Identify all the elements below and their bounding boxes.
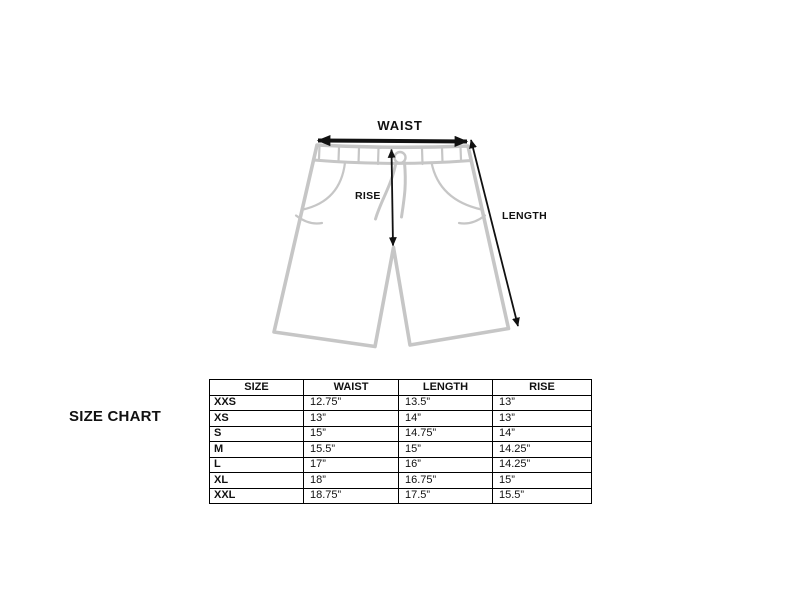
cell-length: 14.75” (398, 425, 493, 442)
pocket-left-seam (294, 214, 324, 225)
cell-size: XS (209, 410, 304, 427)
cell-length: 17.5” (398, 487, 493, 504)
table-header-row: SIZE WAIST LENGTH RISE (209, 379, 592, 396)
col-header-length: LENGTH (398, 379, 493, 396)
drawstring-right-cord (400, 161, 407, 219)
cell-waist: 18” (303, 472, 399, 489)
size-chart-title: SIZE CHART (69, 408, 161, 425)
table-row-l: L 17” 16” 14.25” (209, 456, 592, 473)
pocket-right-seam (457, 214, 487, 225)
cell-rise: 14” (492, 425, 592, 442)
cell-rise: 15” (492, 472, 592, 489)
cell-size: XXL (209, 487, 304, 504)
cell-size: XXS (209, 394, 304, 411)
cell-size: XL (209, 472, 304, 489)
shorts-illustration (272, 134, 520, 349)
col-header-waist: WAIST (303, 379, 399, 396)
table-row-xl: XL 18” 16.75” 15” (209, 472, 592, 489)
rise-label: RISE (355, 190, 381, 202)
cell-waist: 18.75” (303, 487, 399, 504)
cell-waist: 12.75” (303, 394, 399, 411)
table-row-xs: XS 13” 14” 13” (209, 410, 592, 427)
cell-waist: 15.5” (303, 441, 399, 458)
table-row-xxl: XXL 18.75” 17.5” 15.5” (209, 487, 592, 504)
waistband-ticks-icon (317, 145, 463, 166)
cell-rise: 14.25” (492, 441, 592, 458)
cell-waist: 15” (303, 425, 399, 442)
length-arrow (469, 139, 520, 327)
cell-rise: 13” (492, 394, 592, 411)
cell-rise: 13” (492, 410, 592, 427)
col-header-size: SIZE (209, 379, 304, 396)
cell-size: M (209, 441, 304, 458)
cell-length: 16.75” (398, 472, 493, 489)
cell-rise: 14.25” (492, 456, 592, 473)
waist-label: WAIST (377, 118, 423, 133)
cell-rise: 15.5” (492, 487, 592, 504)
cell-length: 14” (398, 410, 493, 427)
cell-waist: 17” (303, 456, 399, 473)
length-label: LENGTH (502, 210, 547, 222)
waist-arrow (316, 134, 469, 148)
cell-length: 13.5” (398, 394, 493, 411)
col-header-rise: RISE (492, 379, 592, 396)
table-row-xxs: XXS 12.75” 13.5” 13” (209, 394, 592, 411)
size-chart-table: SIZE WAIST LENGTH RISE XXS 12.75” 13.5” … (209, 379, 592, 504)
cell-length: 16” (398, 456, 493, 473)
pocket-left-curve (301, 161, 347, 211)
shorts-measurement-diagram: WAIST RISE LENGTH (255, 105, 560, 360)
cell-size: L (209, 456, 304, 473)
rise-arrow (387, 148, 397, 247)
table-row-s: S 15” 14.75” 14” (209, 425, 592, 442)
cell-size: S (209, 425, 304, 442)
table-row-m: M 15.5” 15” 14.25” (209, 441, 592, 458)
cell-waist: 13” (303, 410, 399, 427)
cell-length: 15” (398, 441, 493, 458)
